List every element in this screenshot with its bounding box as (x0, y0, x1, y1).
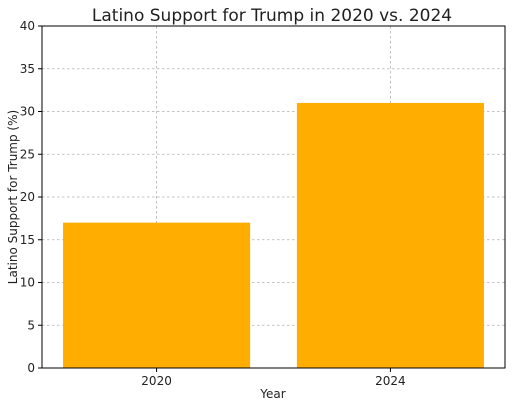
y-tick-label: 25 (20, 147, 35, 161)
x-axis-ticks: 2020 2024 (141, 368, 406, 388)
y-tick-label: 20 (20, 190, 35, 204)
y-tick-label: 40 (20, 19, 35, 33)
y-tick-label: 35 (20, 62, 35, 76)
y-axis-label: Latino Support for Trump (%) (6, 110, 20, 284)
bar-2024 (296, 102, 484, 368)
x-tick-label: 2020 (141, 374, 172, 388)
y-tick-label: 5 (27, 318, 35, 332)
bars (63, 102, 484, 368)
chart-title: Latino Support for Trump in 2020 vs. 202… (92, 6, 452, 26)
x-axis-label: Year (259, 387, 285, 401)
y-tick-label: 10 (20, 276, 35, 290)
y-tick-label: 0 (27, 361, 35, 375)
y-tick-label: 15 (20, 233, 35, 247)
y-axis-ticks: 0 5 10 15 20 25 30 35 40 (20, 19, 42, 375)
bar-2020 (63, 222, 251, 368)
y-tick-label: 30 (20, 105, 35, 119)
x-tick-label: 2024 (375, 374, 406, 388)
